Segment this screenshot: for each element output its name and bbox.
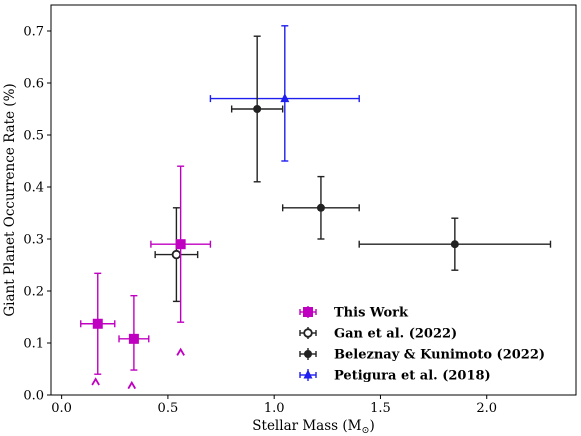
legend-label: Beleznay & Kunimoto (2022): [334, 348, 545, 363]
data-point: [253, 105, 262, 113]
legend-item: Petigura et al. (2018): [299, 369, 491, 384]
legend-label: This Work: [334, 306, 409, 321]
plot-frame: [50, 4, 577, 396]
data-point: [175, 239, 186, 250]
y-tick-label: 0.5: [23, 129, 44, 144]
lower-limit-marker: [176, 347, 185, 356]
y-tick-label: 0.0: [23, 389, 44, 404]
legend-item: Gan et al. (2022): [299, 327, 457, 342]
series-1: [80, 165, 212, 390]
data-point: [316, 203, 325, 212]
legend-label: Petigura et al. (2018): [334, 369, 491, 384]
series-3: [230, 35, 552, 271]
legend-label: Gan et al. (2022): [334, 327, 457, 342]
legend-marker: [303, 328, 313, 338]
x-tick-label: 1.0: [264, 401, 285, 416]
lower-limit-marker: [127, 380, 137, 390]
y-tick-label: 0.3: [23, 233, 44, 248]
legend-item: This Work: [299, 306, 409, 321]
y-tick-label: 0.2: [23, 285, 44, 300]
legend-item: Beleznay & Kunimoto (2022): [299, 348, 545, 363]
legend-marker: [303, 369, 313, 379]
data-point: [450, 240, 459, 249]
legend-marker: [304, 350, 312, 358]
y-axis-label: Giant Planet Occurrence Rate (%): [2, 83, 18, 316]
data-point: [128, 333, 139, 344]
data-point: [171, 249, 182, 260]
y-tick-label: 0.6: [23, 77, 44, 92]
series-2: [154, 207, 199, 303]
lower-limit-marker: [91, 377, 100, 386]
legend: This Work Gan et al. (2022) Beleznay & Kun…: [299, 306, 545, 384]
x-axis-label-subscript: ⊙: [361, 425, 369, 436]
data-point: [92, 318, 103, 329]
chart-marks: [80, 25, 552, 390]
y-tick-label: 0.4: [23, 181, 44, 196]
x-tick-label: 2.0: [476, 401, 497, 416]
data-point: [280, 93, 290, 103]
x-tick-label: 0.0: [51, 401, 72, 416]
y-tick-label: 0.1: [23, 337, 44, 352]
y-axis: 0.0 0.1 0.2 0.3 0.4 0.5 0.6 0.7: [23, 25, 51, 404]
x-tick-label: 1.5: [370, 401, 391, 416]
y-tick-label: 0.7: [23, 25, 44, 40]
x-axis-label: Stellar Mass (M⊙): [252, 418, 374, 436]
series-4: [209, 25, 360, 162]
legend-marker: [303, 307, 313, 317]
x-tick-label: 0.5: [158, 401, 179, 416]
x-axis: 0.0 0.5 1.0 1.5 2.0: [51, 395, 497, 416]
